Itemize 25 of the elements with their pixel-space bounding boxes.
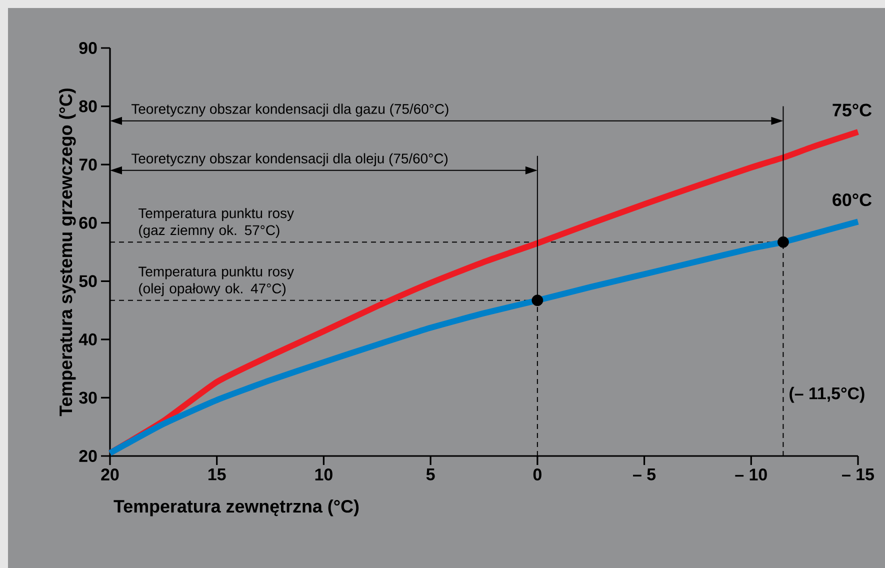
y-tick-label: 60 — [79, 216, 97, 229]
x-tick-label: – 5 — [633, 468, 656, 480]
x-tick-label: 0 — [533, 468, 542, 481]
series-label: 75°C — [832, 104, 872, 116]
series-label: 60°C — [832, 193, 872, 206]
x-tick-label: 5 — [426, 468, 435, 480]
y-tick-label: 40 — [78, 333, 97, 346]
y-tick-label: 80 — [79, 100, 97, 112]
annotation: Teoretyczny obszar kondensacji dla oleju (75/60°C) — [132, 153, 448, 166]
annotation: Teoretyczny obszar kondensacji dla gazu (75/60°C) — [132, 104, 448, 117]
x-tick-label: – 15 — [842, 468, 874, 480]
ref-line-label: (– 11,5°C) — [790, 386, 864, 403]
x-tick-label: 10 — [315, 468, 332, 481]
y-axis-title: Temperatura systemu grzewczego (°C) — [58, 88, 76, 416]
x-axis-title: Temperatura zewnętrzna (°C) — [114, 500, 359, 516]
x-tick-label: – 10 — [735, 468, 767, 481]
y-tick-label: 50 — [79, 275, 97, 288]
y-tick-label: 70 — [79, 158, 97, 171]
x-tick-label: 20 — [101, 468, 119, 481]
y-tick-label: 90 — [79, 42, 97, 54]
y-tick-label: 30 — [79, 392, 97, 404]
y-tick-label: 20 — [79, 450, 97, 462]
ref-line-label: Temperatura punktu rosy (olej opałowy ok. 47°C) — [138, 266, 294, 296]
ref-line-label: Temperatura punktu rosy (gaz ziemny ok. 57°C) — [138, 208, 294, 238]
x-tick-label: 15 — [208, 468, 226, 480]
